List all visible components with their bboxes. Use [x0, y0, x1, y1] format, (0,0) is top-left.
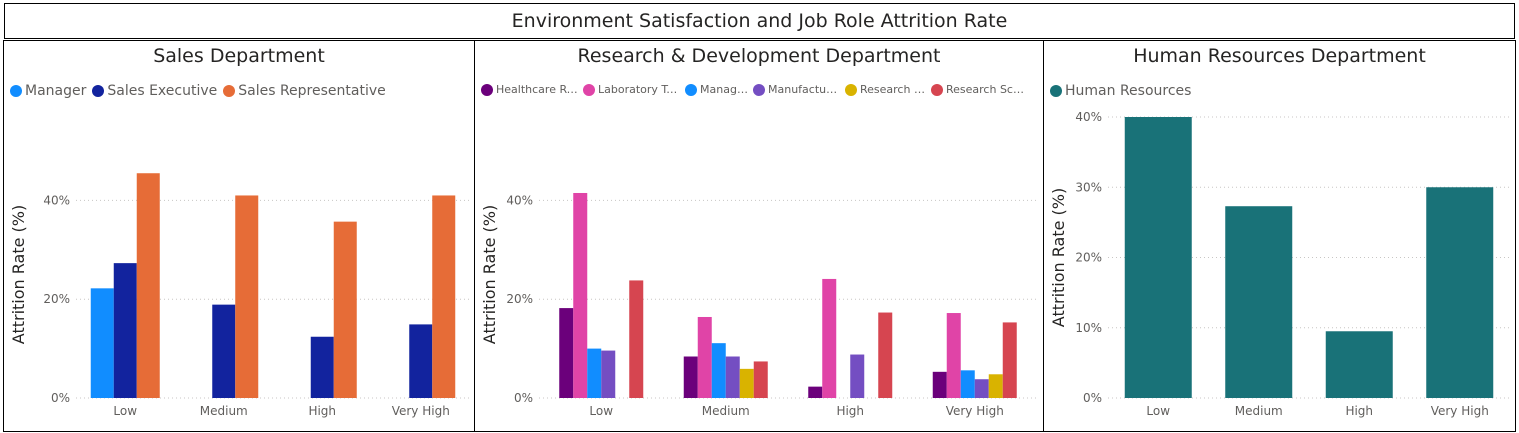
- legend-item-healthcare-repr[interactable]: Healthcare Repr...: [481, 83, 578, 96]
- legend-label: Manager: [25, 83, 87, 99]
- legend-item-research-di[interactable]: Research Di...: [845, 83, 926, 96]
- bar-laboratory-tec-very-high[interactable]: [946, 313, 961, 398]
- chart-legend: Manager Sales Executive Sales Representati…: [10, 83, 392, 99]
- chart-legend: Healthcare Repr... Laboratory Tec... Manag…: [481, 83, 1029, 96]
- legend-label: Sales Executive: [107, 83, 218, 99]
- chart-title: Sales Department: [153, 45, 325, 67]
- y-tick-label: 0%: [514, 391, 533, 405]
- bar-human-resources-medium[interactable]: [1225, 206, 1293, 398]
- bar-healthcare-repr-medium[interactable]: [683, 356, 698, 398]
- y-tick-label: 40%: [1075, 110, 1102, 124]
- legend-item-manufacturi[interactable]: Manufacturi...: [753, 83, 840, 96]
- legend-item-research-sci[interactable]: Research Sci...: [931, 83, 1024, 96]
- bar-sales-representative-low[interactable]: [136, 173, 160, 398]
- bar-manager-low[interactable]: [90, 288, 114, 398]
- bar-healthcare-repr-very-high[interactable]: [932, 371, 947, 398]
- bar-sales-executive-medium[interactable]: [212, 304, 236, 398]
- legend-item-manager[interactable]: Manager: [10, 83, 86, 99]
- y-axis-title: Attrition Rate (%): [1049, 188, 1068, 327]
- legend-marker: [931, 83, 943, 96]
- y-tick-label: 40%: [43, 193, 70, 207]
- y-tick-label: 0%: [1083, 391, 1102, 405]
- bar-sales-executive-low[interactable]: [113, 263, 137, 398]
- legend-item-sales-representative[interactable]: Sales Representative: [223, 83, 386, 99]
- legend-label: Sales Representative: [238, 83, 386, 99]
- bar-manager-low[interactable]: [587, 348, 602, 398]
- bar-manufacturi-high[interactable]: [850, 354, 865, 398]
- human-resources-panel: Human Resources Department Human Resourc…: [1043, 40, 1516, 432]
- legend-item-human-resources[interactable]: Human Resources: [1050, 83, 1191, 99]
- bar-research-sci-low[interactable]: [629, 280, 644, 398]
- bar-laboratory-tec-low[interactable]: [573, 192, 588, 398]
- x-tick-label: Very High: [392, 404, 450, 418]
- bar-human-resources-low[interactable]: [1124, 117, 1192, 398]
- bar-manufacturi-low[interactable]: [601, 350, 616, 398]
- x-tick-label: Very High: [1431, 404, 1489, 418]
- bar-laboratory-tec-medium[interactable]: [697, 316, 712, 398]
- x-tick-label: Medium: [702, 404, 750, 418]
- y-tick-label: 30%: [1075, 180, 1102, 194]
- research-development-panel: Research & Development Department Health…: [474, 40, 1044, 432]
- legend-marker: [753, 83, 765, 96]
- y-tick-label: 20%: [1075, 251, 1102, 265]
- legend-marker: [685, 83, 697, 96]
- legend-marker: [845, 83, 857, 96]
- legend-marker: [92, 85, 105, 97]
- chart-title: Human Resources Department: [1133, 45, 1426, 67]
- y-tick-label: 10%: [1075, 321, 1102, 335]
- bar-sales-executive-high[interactable]: [310, 336, 334, 398]
- legend-marker: [10, 85, 22, 97]
- x-tick-label: Medium: [200, 404, 248, 418]
- sales-department-panel: Sales Department Manager Sales Executive S…: [3, 40, 475, 432]
- bar-manager-medium[interactable]: [711, 343, 726, 398]
- legend-marker: [223, 85, 236, 97]
- bar-healthcare-repr-high[interactable]: [808, 386, 823, 398]
- x-tick-label: High: [308, 404, 336, 418]
- x-tick-label: High: [836, 404, 864, 418]
- legend-item-laboratory-tec[interactable]: Laboratory Tec...: [583, 83, 680, 96]
- bar-manufacturi-very-high[interactable]: [974, 379, 989, 398]
- legend-marker: [1050, 85, 1062, 97]
- x-tick-label: Low: [1146, 404, 1170, 418]
- hr-chart: 0% 10% 20% 30% 40% Attrition Rate (%) Low Mediu…: [1049, 110, 1510, 418]
- bar-research-sci-very-high[interactable]: [1002, 322, 1017, 398]
- bar-research-di-very-high[interactable]: [988, 374, 1003, 398]
- x-tick-label: High: [1345, 404, 1373, 418]
- y-tick-label: 20%: [43, 292, 70, 306]
- bar-sales-representative-very-high[interactable]: [432, 195, 456, 398]
- y-axis-title: Attrition Rate (%): [480, 205, 499, 344]
- bar-sales-representative-high[interactable]: [333, 221, 357, 398]
- bar-manufacturi-medium[interactable]: [725, 356, 740, 398]
- y-tick-label: 40%: [506, 193, 533, 207]
- y-tick-label: 20%: [506, 292, 533, 306]
- bar-research-sci-medium[interactable]: [753, 361, 768, 398]
- legend-marker: [481, 83, 493, 96]
- legend-marker: [583, 83, 595, 96]
- bar-human-resources-very-high[interactable]: [1426, 187, 1494, 398]
- x-tick-label: Medium: [1235, 404, 1283, 418]
- bar-human-resources-high[interactable]: [1325, 331, 1393, 398]
- bar-sales-representative-medium[interactable]: [235, 195, 259, 398]
- bar-research-di-medium[interactable]: [739, 368, 754, 398]
- legend-item-sales-executive[interactable]: Sales Executive: [92, 83, 217, 99]
- bar-manager-very-high[interactable]: [960, 370, 975, 398]
- x-tick-label: Low: [113, 404, 137, 418]
- chart-title: Research & Development Department: [577, 45, 941, 67]
- y-axis-title: Attrition Rate (%): [9, 205, 28, 344]
- legend-item-manager[interactable]: Manager: [685, 83, 748, 96]
- bar-sales-executive-very-high[interactable]: [409, 324, 433, 398]
- x-tick-label: Very High: [946, 404, 1004, 418]
- bar-healthcare-repr-low[interactable]: [559, 308, 574, 398]
- chart-legend: Human Resources: [1050, 83, 1197, 99]
- legend-label: Human Resources: [1065, 83, 1192, 99]
- bar-laboratory-tec-high[interactable]: [822, 278, 837, 398]
- sales-chart: 0% 20% 40% Attrition Rate (%) Low Medium High V…: [9, 173, 470, 418]
- x-tick-label: Low: [589, 404, 613, 418]
- rd-chart: 0% 20% 40% Attrition Rate (%) Low Medium High V…: [480, 192, 1037, 418]
- report-title: Environment Satisfaction and Job Role At…: [4, 3, 1515, 39]
- bar-research-sci-high[interactable]: [878, 312, 893, 398]
- y-tick-label: 0%: [51, 391, 70, 405]
